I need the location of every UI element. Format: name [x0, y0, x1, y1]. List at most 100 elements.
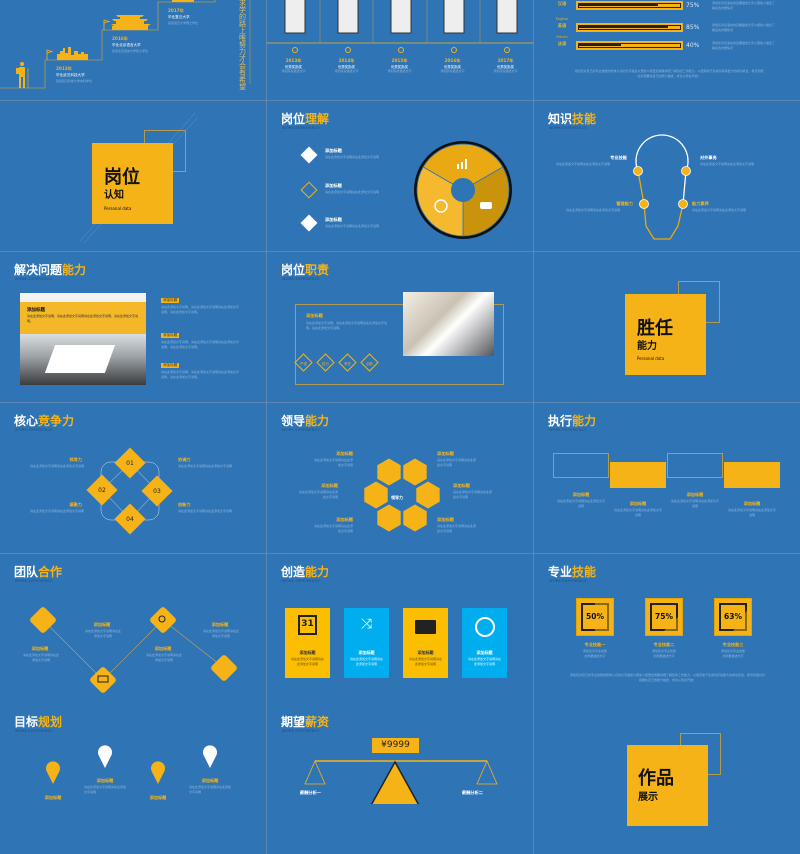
- slide-leadership[interactable]: 领导能力 WORK EXPERIENCE 领导力 添加标题 请在此添加文字说明请…: [267, 403, 533, 553]
- phone-icon: [480, 202, 492, 209]
- slide-knowledge[interactable]: 知识技能 WORK EXPERIENCE 专业技能 请在此添加文字说明请在此添加…: [534, 101, 800, 251]
- core-desc: 请在此添加文字说明请在此添加文字说明: [178, 464, 233, 468]
- tag-desc: 请在此添加文字说明，请在此添加文字说明请在此添加文字说明，请在此添加文字说明。: [161, 305, 240, 314]
- language-percent: 40%: [686, 42, 700, 49]
- duty-tag-label: 创新: [366, 361, 373, 366]
- slide-languages[interactable]: Chinese 汉语 75% 添加您对该语言的掌握描述文字以便他人做出了解您的详…: [534, 0, 800, 100]
- graduation-cap-icon: [553, 453, 609, 478]
- slide-creativity[interactable]: 创造能力 WORK EXPERIENCE 31 添加标题 请在此添加文字说明请在…: [267, 554, 533, 704]
- card-desc: 请在此添加文字说明请在此添加文字说明: [290, 657, 324, 666]
- title-white: 专业: [548, 565, 573, 579]
- slide-core-competence[interactable]: 核心竞争力 WORK EXPERIENCE 01 02 03 04 领导力 请在…: [0, 403, 266, 553]
- growth-chart-icon: [376, 503, 402, 533]
- slide-salary[interactable]: 期望薪资 WORK EXPERIENCE ¥9999 薪酬分析一 薪酬分析二: [267, 704, 533, 854]
- title-white: 知识: [548, 112, 573, 126]
- title-white: 期望: [281, 715, 306, 729]
- overlay-title: 添加标题: [27, 308, 45, 313]
- title-white: 岗位: [281, 263, 306, 277]
- creativity-card: 添加标题 请在此添加文字说明请在此添加文字说明: [462, 608, 507, 678]
- slide-role-cover[interactable]: 岗位 认知 Personal data: [0, 101, 266, 251]
- core-desc: 请在此添加文字说明请在此添加文字说明: [29, 509, 84, 513]
- item-desc: 请在此添加文字说明请在此添加文字说明: [325, 224, 380, 228]
- tag-desc: 请在此添加文字说明，请在此添加文字说明请在此添加文字说明，请在此添加文字说明。: [161, 370, 240, 379]
- language-zh: 汉语: [557, 1, 567, 6]
- exec-label: 添加标题: [629, 501, 647, 506]
- slide-role-understanding[interactable]: 岗位理解 WORK EXPERIENCE 添加标题 请在此添加文字说明请在此添加…: [267, 101, 533, 251]
- title-yellow: 职责: [305, 263, 330, 277]
- tag: 添加标题: [161, 333, 180, 338]
- team-desc: 请在此添加文字说明请在此添加文字说明: [84, 629, 121, 638]
- branch-icon: [30, 607, 56, 633]
- duty-tag-label: 责任: [344, 361, 351, 366]
- title-white: 执行: [548, 414, 573, 428]
- skill-box: 50%: [576, 598, 614, 636]
- title-white: 创造: [281, 565, 306, 579]
- skill-desc: 添加您对专业技能: [582, 649, 607, 653]
- slide-subtitle: WORK EXPERIENCE: [282, 729, 320, 733]
- slide-awards[interactable]: 2013年 优秀奖励奖 添加获奖描述文字 2014年 优秀奖励奖 添加获奖描述文字 20…: [267, 0, 533, 100]
- language-zh: 法语: [557, 41, 567, 46]
- slide-subtitle: WORK EXPERIENCE: [15, 428, 53, 432]
- slide-goals[interactable]: 目标规划 WORK EXPERIENCE 添加标题 请在此添加文字说明请在此添加…: [0, 704, 266, 854]
- core-desc: 请在此添加文字说明请在此添加文字说明: [178, 509, 233, 513]
- slide-subtitle: WORK EXPERIENCE: [282, 428, 320, 432]
- team-icon: [402, 457, 428, 487]
- lead-label: 添加标题: [336, 451, 353, 456]
- slide-teamwork[interactable]: 团队合作 WORK EXPERIENCE 添加标题 请在此添加文字说明请在此添加…: [0, 554, 266, 704]
- lead-label: 添加标题: [437, 517, 454, 522]
- slide-works-cover[interactable]: 作品 展示: [534, 704, 800, 854]
- award-year: 2014年: [338, 58, 355, 63]
- knowledge-label: 专业技能: [610, 155, 627, 160]
- clock-icon: [415, 480, 441, 510]
- skill-name: 专业技能三: [722, 642, 744, 647]
- awards-grid: [267, 0, 533, 53]
- pie-ring-graphic: [414, 141, 512, 239]
- slide-education-timeline[interactable]: 2013年 毕业武汉科技大学 就读武汉科技大学本科学位 2016年 毕业北京语言…: [0, 0, 266, 100]
- motto-vertical-text: 求学的路上唯努力才会有希望: [239, 0, 246, 91]
- title-white: 目标: [14, 715, 39, 729]
- team-label: 添加标题: [211, 622, 229, 627]
- slide-problem-solving[interactable]: 解决问题能力 WORK EXPERIENCE 添加标题 请在此添加文字说明，请在…: [0, 252, 266, 402]
- slide-subtitle: WORK EXPERIENCE: [282, 277, 320, 281]
- exec-desc: 请在此添加文字说明请在此添加文字说明: [671, 499, 720, 508]
- slide-competence-cover[interactable]: 胜任 能力 Personal data: [534, 252, 800, 402]
- zigzag-graphic: [30, 607, 237, 693]
- language-bar: [576, 23, 683, 32]
- slide-execution[interactable]: 执行能力 WORK EXPERIENCE 添加标题 请在此添加文字说明请在此添加…: [534, 403, 800, 553]
- slide-subtitle: WORK EXPERIENCE: [282, 579, 320, 583]
- gears-icon: [402, 503, 428, 533]
- shuffle-icon: [300, 181, 318, 199]
- lead-label: 添加标题: [321, 483, 338, 488]
- businessman-photo: [403, 292, 494, 356]
- shuffle-icon: ⤨: [360, 616, 373, 632]
- slide-duties[interactable]: 岗位职责 WORK EXPERIENCE 添加标题 请在此添加文字说明，请在此添…: [267, 252, 533, 402]
- language-bar: [576, 41, 683, 50]
- award-item: 2016年 优秀奖励奖 添加获奖描述文字: [426, 58, 479, 74]
- card-desc: 请在此添加文字说明请在此添加文字说明: [349, 657, 383, 666]
- slide-professional-skills[interactable]: 专业技能 WORK EXPERIENCE 50% 专业技能一 添加您对专业技能 …: [534, 554, 800, 704]
- lightbulb-graphic: [633, 134, 691, 240]
- goal-desc: 请在此添加文字说明请在此添加文字说明: [84, 785, 127, 794]
- skill-percent: 63%: [724, 612, 742, 621]
- award-desc: 添加获奖描述文字: [493, 69, 518, 73]
- slide-title: 专业技能: [548, 563, 596, 580]
- skill-desc: 添加您对专业技能: [720, 649, 745, 653]
- card-desc: 请在此添加文字说明请在此添加文字说明: [467, 657, 501, 666]
- hiker-icon: [16, 62, 29, 88]
- awards-list: 2013年 优秀奖励奖 添加获奖描述文字 2014年 优秀奖励奖 添加获奖描述文字 20…: [267, 58, 533, 74]
- title-yellow: 技能: [572, 112, 597, 126]
- exec-desc: 请在此添加文字说明请在此添加文字说明: [728, 508, 777, 517]
- core-number: 04: [126, 515, 134, 523]
- award-item: 2014年 优秀奖励奖 添加获奖描述文字: [320, 58, 373, 74]
- language-bar-fill: [579, 44, 621, 46]
- language-bar-fill: [579, 26, 669, 28]
- tag: 添加标题: [161, 363, 180, 368]
- team-label: 添加标题: [154, 646, 172, 651]
- overlay-desc: 请在此添加文字说明，请在此添加文字说明请在此添加文字说明，请在此添加文字说明。: [27, 314, 139, 323]
- skill-desc: 的简要描述文字: [653, 654, 675, 658]
- box-desc: 请在此添加文字说明，请在此添加文字说明请在此添加文字说明，请在此添加文字说明。: [306, 321, 388, 330]
- skill-desc: 的简要描述文字: [722, 654, 744, 658]
- title-yellow: 能力: [305, 565, 330, 579]
- skill-desc: 添加您对专业技能: [651, 649, 676, 653]
- cover-subtitle: 展示: [638, 792, 658, 803]
